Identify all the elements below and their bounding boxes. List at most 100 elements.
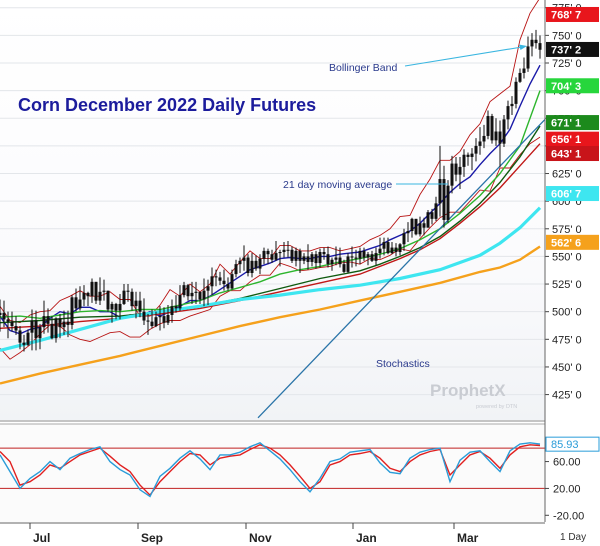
price-y-tick-label: 750' 0 xyxy=(552,30,582,42)
candle-body xyxy=(478,141,482,146)
candle-body xyxy=(454,163,458,175)
price-series-line xyxy=(0,64,541,335)
candle-body xyxy=(78,299,82,309)
candle-body xyxy=(74,297,78,309)
price-label-box xyxy=(546,41,599,57)
candle-body xyxy=(250,260,254,273)
price-y-tick-label: 425' 0 xyxy=(552,390,582,402)
price-label-box xyxy=(546,6,599,22)
candle-body xyxy=(446,185,450,220)
candle-body xyxy=(438,179,442,204)
candle-body xyxy=(318,252,322,264)
chart-title: Corn December 2022 Daily Futures xyxy=(18,95,316,115)
candle-body xyxy=(282,249,286,252)
candle-body xyxy=(534,39,538,44)
candle-body xyxy=(166,315,170,323)
price-label: 768' 7 xyxy=(546,6,599,22)
candle-body xyxy=(42,316,46,328)
x-tick-label: Sep xyxy=(141,531,163,545)
candle-body xyxy=(530,39,534,47)
candle-body xyxy=(398,244,402,252)
candle-body xyxy=(146,320,150,322)
candle-body xyxy=(370,254,374,261)
price-gridlines xyxy=(0,7,545,396)
candle-body xyxy=(394,247,398,252)
price-y-tick-label: 450' 0 xyxy=(552,362,582,374)
candle-body xyxy=(494,131,498,141)
candle-body xyxy=(506,106,510,120)
candle-body xyxy=(266,250,270,255)
price-y-tick-label: 475' 0 xyxy=(552,334,582,346)
candle-body xyxy=(518,72,522,82)
candle-body xyxy=(242,257,246,261)
stochastics-line xyxy=(0,441,541,498)
candle-body xyxy=(34,320,38,339)
candle-body xyxy=(306,256,310,262)
candle-body xyxy=(210,276,214,287)
price-labels: 768' 7 737' 2 704' 3 671' 1 656' 1 643' 1 606'… xyxy=(546,6,599,250)
candle-body xyxy=(314,254,318,264)
candle-body xyxy=(174,306,178,309)
candle-body xyxy=(294,250,298,261)
candle-body xyxy=(202,290,206,300)
x-tick-label: Jul xyxy=(33,531,50,545)
price-label-box xyxy=(546,78,599,94)
x-tick-label: Jan xyxy=(356,531,377,545)
candle-body xyxy=(262,250,266,259)
price-label: 643' 1 xyxy=(546,146,599,162)
candle-body xyxy=(90,281,94,297)
price-series-line xyxy=(0,206,542,352)
price-label-text: 643' 1 xyxy=(551,149,581,161)
candle-body xyxy=(122,290,126,304)
candle-body xyxy=(390,247,394,254)
x-tick-label: Nov xyxy=(249,531,272,545)
candle-body xyxy=(442,179,446,220)
price-label-text: 671' 1 xyxy=(551,118,581,130)
candle-body xyxy=(22,342,26,345)
price-y-tick-label: 725' 0 xyxy=(552,58,582,70)
price-label-box xyxy=(546,131,599,147)
candle-body xyxy=(462,154,466,167)
candle-body xyxy=(374,253,378,261)
candle-body xyxy=(70,297,74,325)
price-candles xyxy=(0,29,542,352)
candle-body xyxy=(326,254,330,265)
price-label-text: 606' 7 xyxy=(551,189,581,201)
candle-body xyxy=(238,260,242,265)
price-y-tick-label: 500' 0 xyxy=(552,307,582,319)
price-label-text: 656' 1 xyxy=(551,134,581,146)
candle-body xyxy=(474,145,478,154)
candle-body xyxy=(94,281,98,301)
price-label-box xyxy=(546,146,599,162)
candle-body xyxy=(214,276,218,278)
annotation-bollinger-arrowhead xyxy=(519,44,527,50)
price-label-text: 768' 7 xyxy=(551,9,581,21)
candle-body xyxy=(386,242,390,254)
candle-body xyxy=(426,212,430,228)
candle-body xyxy=(302,256,306,261)
price-label: 737' 2 xyxy=(546,41,599,57)
candle-body xyxy=(434,203,438,219)
candle-body xyxy=(246,257,250,273)
candle-body xyxy=(498,131,502,144)
price-label-box xyxy=(546,234,599,250)
candle-body xyxy=(186,285,190,297)
price-label: 562' 6 xyxy=(546,234,599,250)
candle-body xyxy=(14,326,18,331)
candle-body xyxy=(2,312,6,320)
price-label-box xyxy=(546,115,599,131)
candle-body xyxy=(322,252,326,255)
candle-body xyxy=(162,316,166,323)
stochastics-line xyxy=(0,444,541,497)
price-label-text: 737' 2 xyxy=(551,44,581,56)
price-label: 606' 7 xyxy=(546,186,599,202)
candle-body xyxy=(346,256,350,272)
annotation-21-day-ma: 21 day moving average xyxy=(283,179,392,191)
candle-body xyxy=(234,264,238,275)
candle-body xyxy=(458,166,462,175)
stochastics-y-tick-label: 60.00 xyxy=(553,457,581,469)
candle-body xyxy=(362,250,366,258)
candle-body xyxy=(358,250,362,259)
candle-body xyxy=(290,249,294,261)
